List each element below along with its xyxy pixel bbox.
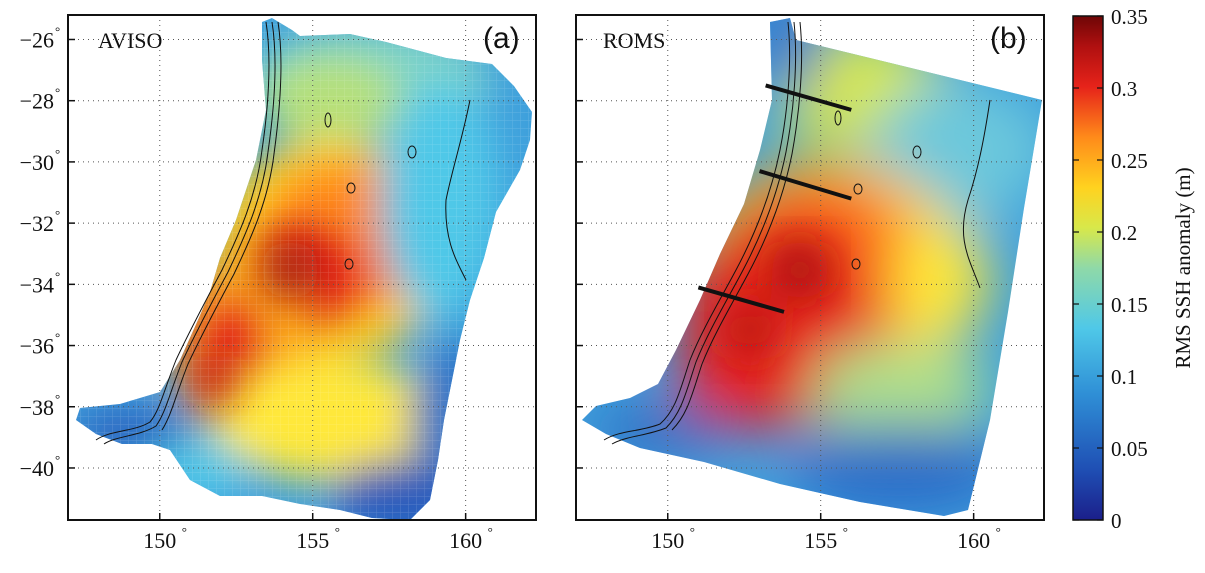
x-tick-label: 155	[296, 528, 329, 553]
x-tick-degree: °	[488, 524, 493, 539]
y-tick-degree: °	[55, 23, 60, 38]
colorbar-tick-label: 0.15	[1111, 293, 1148, 317]
grid-a	[68, 15, 536, 520]
y-tick-label: −26	[20, 27, 54, 52]
roms-isobaths	[603, 21, 991, 445]
x-tick-label: 155	[804, 528, 837, 553]
x-tick-degree: °	[182, 524, 187, 539]
panel-a-tag: (a)	[483, 22, 520, 55]
y-tick-label: −38	[20, 395, 54, 420]
colorbar-tick-label: 0.05	[1111, 437, 1148, 461]
y-axis-a: −26 °−28 °−30 °−32 °−34 °−36 °−38 °−40 °	[20, 23, 75, 481]
x-tick-label: 150	[143, 528, 176, 553]
x-axis-b: 150 ° 155 ° 160 °	[651, 513, 1001, 553]
colorbar-tick-label: 0.1	[1111, 365, 1137, 389]
y-tick-degree: °	[55, 452, 60, 467]
y-tick-degree: °	[55, 146, 60, 161]
y-tick-label: −28	[20, 89, 54, 114]
section-line	[765, 83, 852, 112]
y-tick-label: −30	[20, 150, 54, 175]
x-tick-degree: °	[996, 524, 1001, 539]
x-tick-label: 160	[449, 528, 482, 553]
panel-a-frame	[67, 14, 537, 521]
y-ticks-b	[576, 38, 583, 469]
panel-a: AVISO (a) −26 °−28 °−30 °−32 °−34 °−36 °−38 °−4…	[20, 14, 537, 553]
y-tick-label: −40	[20, 456, 54, 481]
colorbar-ticks: 0 0.05 0.1 0.15 0.2 0.25 0.3 0.35	[1073, 5, 1148, 533]
colorbar-title: RMS SSH anomaly (m)	[1171, 167, 1195, 368]
x-tick-degree: °	[690, 524, 695, 539]
y-tick-degree: °	[55, 207, 60, 222]
panel-b: ROMS (b) 150 ° 155 ° 160 °	[575, 14, 1045, 553]
x-tick-label: 160	[957, 528, 990, 553]
panel-a-label: AVISO	[98, 28, 162, 53]
aviso-isobaths	[95, 21, 471, 445]
x-tick-degree: °	[335, 524, 340, 539]
section-line	[697, 285, 785, 314]
colorbar-tick-label: 0.3	[1111, 77, 1137, 101]
grid-b	[576, 15, 1044, 520]
colorbar-ramp	[1072, 15, 1104, 521]
y-tick-label: −36	[20, 334, 54, 359]
y-tick-degree: °	[55, 391, 60, 406]
y-tick-degree: °	[55, 85, 60, 100]
colorbar: 0 0.05 0.1 0.15 0.2 0.25 0.3 0.35 RMS SSH anoma…	[1072, 5, 1195, 533]
y-tick-degree: °	[55, 268, 60, 283]
panel-b-frame	[575, 14, 1045, 521]
roms-sections	[697, 83, 852, 314]
y-tick-label: −32	[20, 211, 54, 236]
x-tick-degree: °	[843, 524, 848, 539]
section-line	[758, 169, 852, 201]
panel-b-label: ROMS	[603, 28, 665, 53]
x-tick-label: 150	[651, 528, 684, 553]
colorbar-tick-label: 0.2	[1111, 221, 1137, 245]
y-tick-label: −34	[20, 272, 54, 297]
x-axis-a: 150 ° 155 ° 160 °	[143, 513, 493, 553]
colorbar-tick-label: 0	[1111, 509, 1122, 533]
panel-b-tag: (b)	[990, 22, 1027, 55]
colorbar-tick-label: 0.25	[1111, 149, 1148, 173]
colorbar-tick-label: 0.35	[1111, 5, 1148, 29]
y-tick-degree: °	[55, 330, 60, 345]
